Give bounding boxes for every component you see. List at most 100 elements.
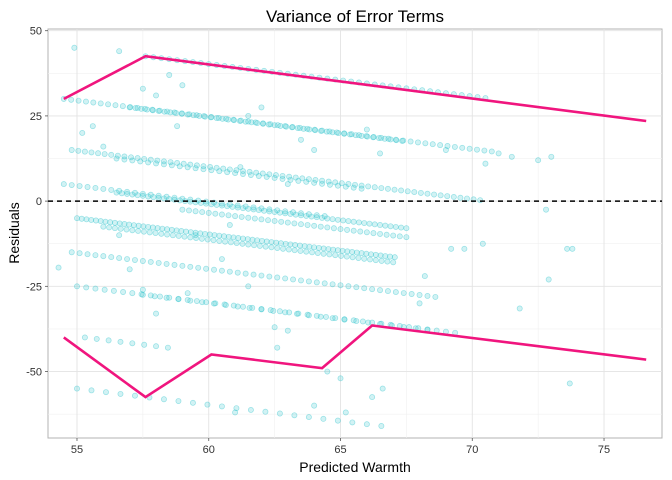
data-point xyxy=(352,132,359,139)
data-point xyxy=(160,161,167,168)
data-point xyxy=(266,171,273,178)
data-point xyxy=(227,239,234,246)
data-point xyxy=(295,177,302,184)
data-point xyxy=(159,225,166,232)
data-point xyxy=(349,419,356,426)
data-point xyxy=(183,228,190,235)
data-point xyxy=(97,100,104,107)
data-point xyxy=(304,125,311,132)
data-point xyxy=(92,252,99,259)
data-point xyxy=(407,138,414,145)
data-point xyxy=(451,143,458,150)
data-point xyxy=(155,107,162,114)
data-point xyxy=(192,208,199,215)
data-point xyxy=(128,154,134,161)
data-point xyxy=(124,188,131,195)
data-point xyxy=(387,136,394,143)
data-point xyxy=(363,421,370,428)
data-point xyxy=(117,338,124,345)
data-point xyxy=(105,337,112,344)
data-point xyxy=(254,237,261,244)
y-axis-ticks: 50 25 0 -25 -50 xyxy=(26,26,48,379)
y-tick-label: 0 xyxy=(36,196,42,208)
data-point xyxy=(240,235,246,242)
data-point xyxy=(416,292,423,298)
data-point xyxy=(134,104,141,111)
y-tick-label: -25 xyxy=(26,281,42,293)
data-point xyxy=(206,231,213,238)
data-point xyxy=(129,191,136,198)
data-point xyxy=(271,174,278,181)
data-point xyxy=(134,192,141,199)
data-point xyxy=(321,280,328,287)
data-point xyxy=(135,222,142,229)
data-point xyxy=(242,118,249,125)
data-point xyxy=(81,148,88,155)
data-point xyxy=(429,141,436,148)
data-point xyxy=(371,184,378,191)
x-tick-label: 65 xyxy=(334,444,346,456)
data-point xyxy=(300,125,307,132)
data-point xyxy=(184,164,191,171)
data-point xyxy=(370,133,377,140)
data-point xyxy=(382,222,389,229)
data-point xyxy=(258,306,265,313)
data-point xyxy=(129,290,136,297)
data-point xyxy=(296,242,303,249)
data-point xyxy=(391,254,398,261)
data-point xyxy=(164,231,171,238)
data-point xyxy=(358,182,365,189)
data-point xyxy=(184,290,191,297)
data-point xyxy=(350,184,357,191)
data-point xyxy=(139,192,146,199)
data-point xyxy=(320,245,327,252)
data-point xyxy=(248,119,255,126)
data-point xyxy=(417,189,424,196)
data-point xyxy=(370,134,377,141)
data-point xyxy=(117,390,124,397)
data-point xyxy=(313,214,320,221)
data-point xyxy=(295,310,302,317)
data-point xyxy=(126,266,133,273)
data-point xyxy=(114,152,121,159)
data-point xyxy=(212,300,219,307)
data-point xyxy=(113,189,120,196)
data-point xyxy=(100,223,107,230)
data-point xyxy=(144,106,151,113)
data-point xyxy=(277,122,284,129)
data-point xyxy=(291,247,298,254)
data-point xyxy=(160,396,167,403)
data-point xyxy=(247,172,254,178)
data-point xyxy=(218,403,225,410)
data-point xyxy=(403,225,410,232)
lower-bound-line xyxy=(63,324,647,399)
data-point xyxy=(349,249,356,255)
data-point xyxy=(339,247,346,254)
data-point xyxy=(179,262,186,269)
data-point xyxy=(377,230,383,237)
data-point xyxy=(361,285,368,292)
data-point xyxy=(329,216,336,223)
data-point xyxy=(387,253,393,260)
data-point xyxy=(279,175,286,182)
data-point xyxy=(311,126,318,133)
data-point xyxy=(176,163,183,170)
data-point xyxy=(112,102,119,109)
data-point xyxy=(218,256,225,263)
data-point xyxy=(305,278,312,285)
data-point xyxy=(192,232,199,239)
data-point xyxy=(294,125,301,132)
data-point xyxy=(424,190,431,197)
data-point xyxy=(222,238,229,245)
data-point xyxy=(474,146,480,153)
x-axis-title: Predicted Warmth xyxy=(299,459,411,475)
data-point xyxy=(290,276,297,283)
data-point xyxy=(319,180,326,187)
data-point xyxy=(311,222,318,229)
data-point xyxy=(215,114,222,121)
data-point xyxy=(175,295,182,302)
data-point xyxy=(341,316,348,323)
data-point xyxy=(92,285,99,292)
data-point xyxy=(400,137,407,144)
data-point xyxy=(437,142,444,149)
